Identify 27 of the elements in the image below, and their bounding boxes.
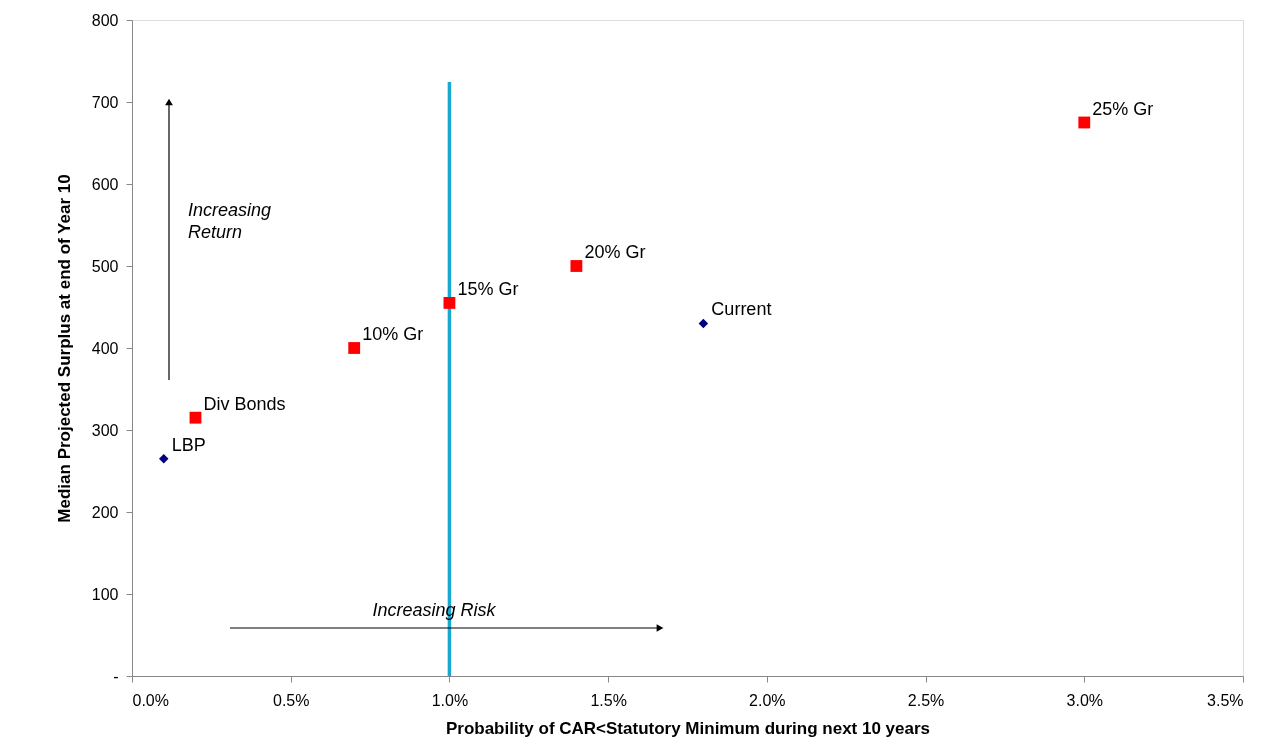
y-tick-label: 300 [91, 421, 119, 439]
y-tick-label: - [113, 667, 119, 685]
y-tick-label: 100 [91, 585, 119, 603]
y-tick-label: 700 [91, 93, 119, 111]
x-tick-label: 2.0% [749, 691, 786, 709]
x-tick-label: 0.5% [272, 691, 310, 709]
annotation: 25% Gr [1092, 98, 1154, 119]
y-tick-label: 800 [91, 11, 119, 29]
annotation: 20% Gr [584, 242, 646, 262]
annotation: Div Bonds [203, 393, 286, 414]
annotation: 15% Gr [457, 278, 519, 299]
y-axis-title: Median Projected Surplus at end of Year 10 [54, 174, 74, 523]
annotation: 10% Gr [362, 324, 424, 344]
annotation: Increasing Return [188, 200, 272, 242]
x-tick-label: 1.0% [431, 691, 469, 709]
x-tick-label: 2.5% [907, 691, 945, 709]
x-tick-label: 3.5% [1207, 691, 1244, 709]
x-axis-title: Probability of CAR<Statutory Minimum during next 10 years [445, 718, 931, 738]
annotation: Current [711, 299, 772, 320]
annotation: LBP [171, 434, 206, 455]
y-tick-label: 600 [91, 175, 119, 193]
x-tick-label: 3.0% [1066, 691, 1104, 709]
y-tick-label: 200 [91, 503, 119, 521]
y-tick-label: 500 [91, 257, 119, 275]
x-tick-label: 1.5% [590, 691, 627, 709]
x-tick-label: 0.0% [132, 691, 169, 709]
y-tick-label: 400 [91, 339, 119, 357]
